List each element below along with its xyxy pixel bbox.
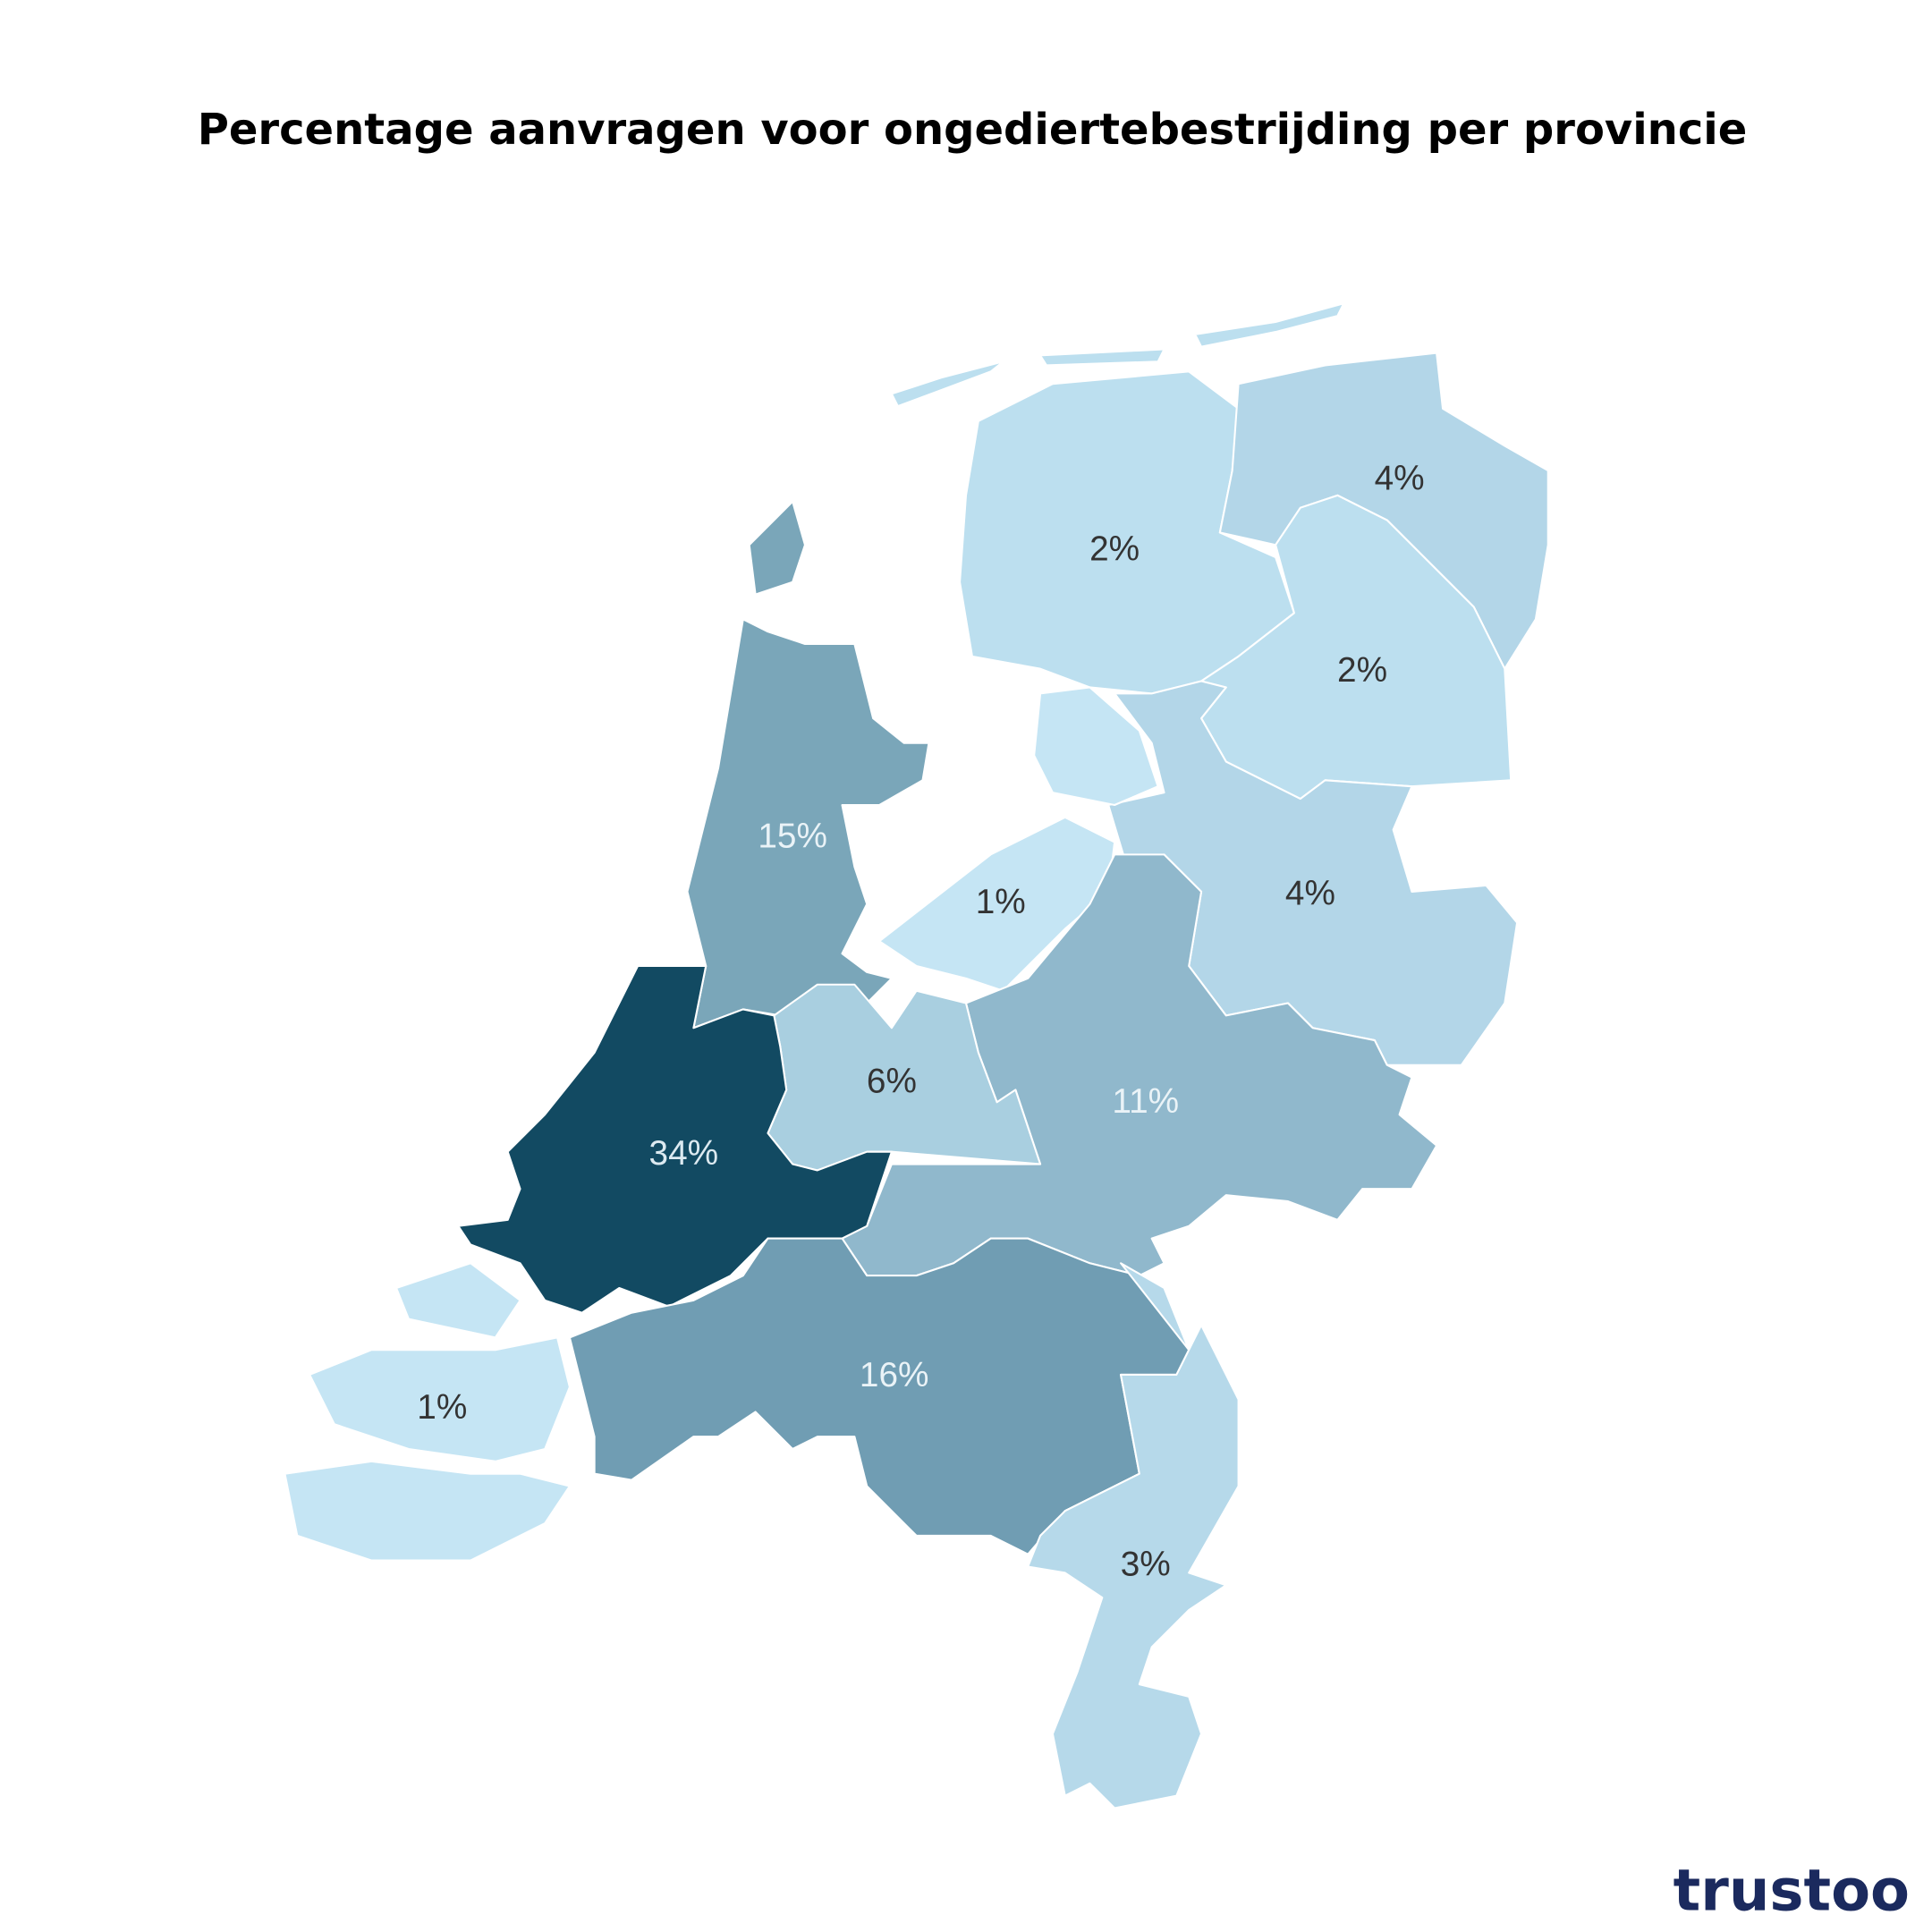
map-title: Percentage aanvragen voor ongediertebest… — [198, 105, 1748, 155]
value-label: 34% — [649, 1134, 719, 1173]
value-label: 6% — [867, 1063, 917, 1101]
value-label: 1% — [976, 883, 1026, 921]
regions: 2% 4% 2% 4% 1% 15% 11% 6% 34% 1% 16% 3% — [284, 302, 1549, 1809]
value-label: 15% — [758, 818, 827, 856]
value-label: 2% — [1337, 651, 1387, 690]
value-label: 16% — [860, 1356, 929, 1394]
value-label: 3% — [1121, 1546, 1171, 1584]
province — [1027, 1262, 1240, 1809]
value-label: 11% — [1112, 1082, 1179, 1121]
value-label: 4% — [1285, 874, 1335, 912]
value-label: 2% — [1089, 530, 1140, 568]
value-label: 1% — [417, 1388, 467, 1427]
value-label: 4% — [1375, 459, 1425, 497]
logo: trustoo — [1674, 1859, 1910, 1925]
province — [284, 1262, 571, 1562]
